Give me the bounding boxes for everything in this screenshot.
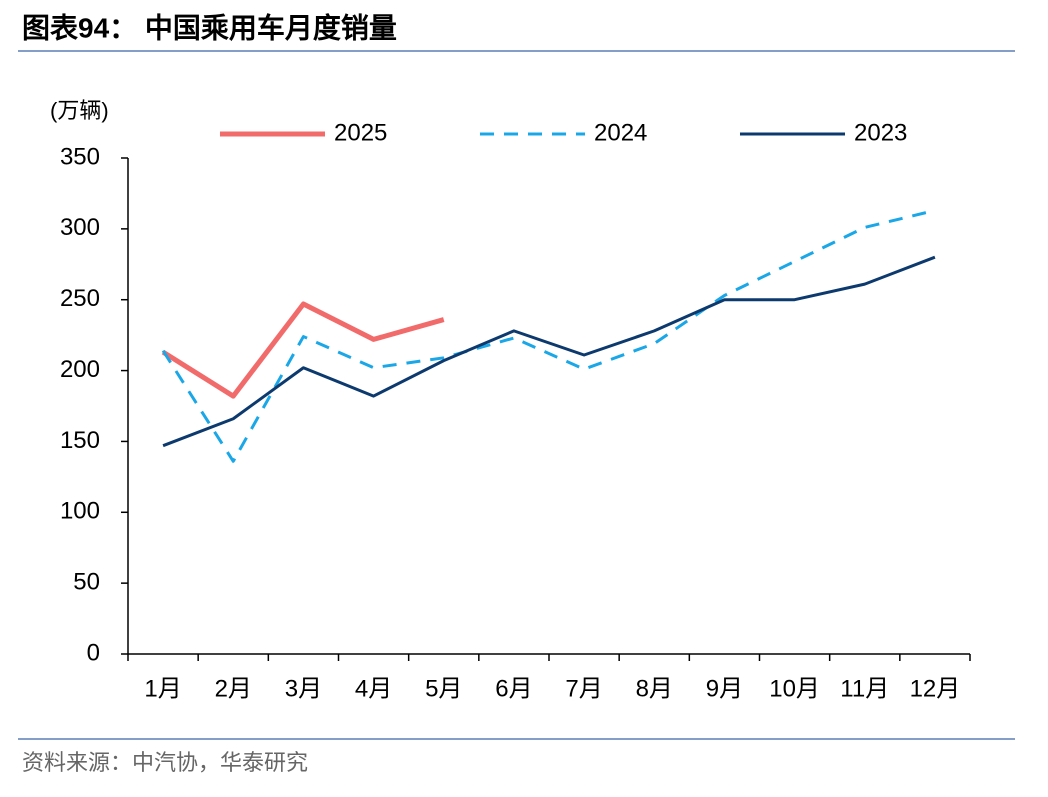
source: 资料来源：中汽协，华泰研究 [22,750,308,775]
x-tick-label: 4月 [355,675,392,702]
x-tick-label: 5月 [425,675,462,702]
x-tick-label: 3月 [285,675,322,702]
series-line [161,208,936,463]
x-tick-label: 2月 [215,675,252,702]
legend-label: 2024 [594,119,647,146]
legend-label: 2023 [854,119,907,146]
y-tick-label: 300 [60,214,100,241]
x-tick-label: 11月 [840,675,889,702]
x-tick-label: 6月 [495,675,532,702]
y-tick-label: 50 [73,568,100,595]
y-tick-label: 250 [60,285,100,312]
legend-label: 2025 [334,119,387,146]
series-line [161,301,445,399]
title: 图表94： 中国乘用车月度销量 [22,11,397,43]
x-tick-label: 10月 [769,675,820,702]
series-line [162,255,936,448]
x-tick-label: 1月 [144,675,181,702]
y-tick-label: 0 [87,639,100,666]
y-tick-label: 150 [60,427,100,454]
x-tick-label: 8月 [636,675,673,702]
y-tick-label: 100 [60,498,100,525]
y-axis-label: (万辆) [50,98,109,123]
x-tick-label: 12月 [910,675,961,702]
y-tick-label: 350 [60,143,100,170]
y-tick-label: 200 [60,356,100,383]
x-tick-label: 9月 [706,675,743,702]
x-tick-label: 7月 [565,675,602,702]
